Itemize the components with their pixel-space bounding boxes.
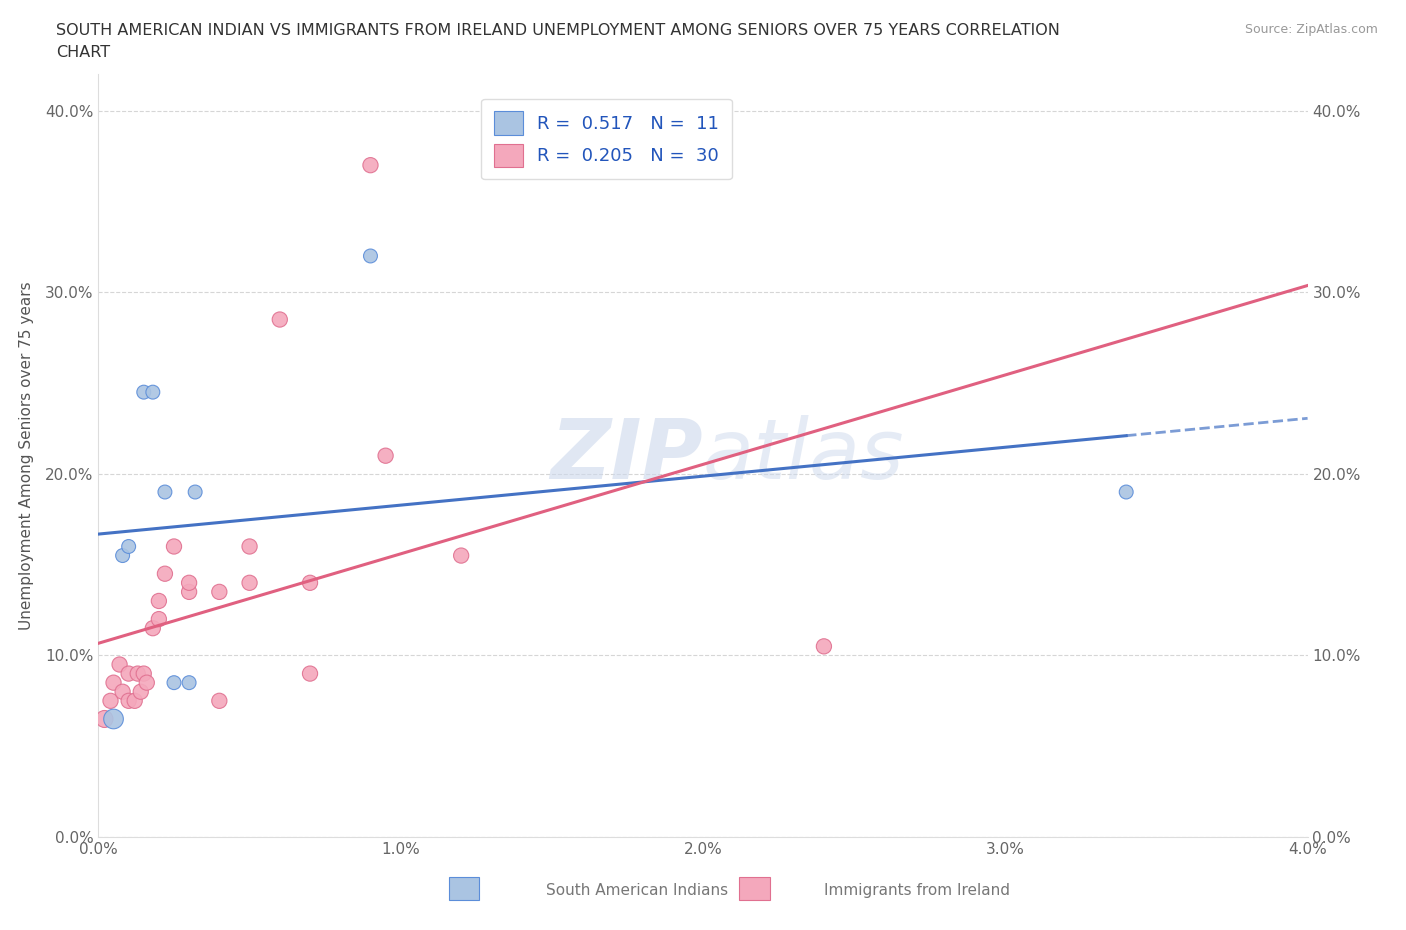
Point — [179, 675, 201, 690]
Point — [148, 612, 170, 627]
Point — [208, 584, 231, 599]
Point — [118, 539, 141, 554]
Legend: R =  0.517   N =  11, R =  0.205   N =  30: R = 0.517 N = 11, R = 0.205 N = 30 — [481, 99, 731, 179]
Point — [239, 576, 262, 591]
Point — [118, 694, 141, 709]
Point — [163, 675, 186, 690]
Point — [813, 639, 835, 654]
Point — [208, 694, 231, 709]
Point — [135, 675, 157, 690]
Point — [103, 711, 125, 726]
Text: SOUTH AMERICAN INDIAN VS IMMIGRANTS FROM IRELAND UNEMPLOYMENT AMONG SENIORS OVER: SOUTH AMERICAN INDIAN VS IMMIGRANTS FROM… — [56, 23, 1060, 38]
Point — [124, 694, 146, 709]
FancyBboxPatch shape — [740, 877, 769, 899]
Point — [153, 485, 176, 499]
Point — [108, 658, 131, 672]
Point — [269, 312, 291, 327]
Point — [132, 666, 155, 681]
Point — [142, 385, 165, 400]
Point — [1115, 485, 1137, 499]
Point — [93, 711, 115, 726]
Point — [103, 675, 125, 690]
Point — [374, 448, 396, 463]
Point — [132, 385, 155, 400]
Point — [184, 485, 207, 499]
Point — [179, 576, 201, 591]
Point — [127, 666, 149, 681]
Point — [360, 248, 382, 263]
Point — [360, 158, 382, 173]
Text: ZIP: ZIP — [550, 415, 703, 497]
Point — [153, 566, 176, 581]
Point — [129, 684, 152, 699]
Point — [450, 548, 472, 563]
Point — [163, 539, 186, 554]
Y-axis label: Unemployment Among Seniors over 75 years: Unemployment Among Seniors over 75 years — [18, 282, 34, 630]
Text: Source: ZipAtlas.com: Source: ZipAtlas.com — [1244, 23, 1378, 36]
Text: South American Indians: South American Indians — [546, 883, 728, 897]
Text: Immigrants from Ireland: Immigrants from Ireland — [824, 883, 1010, 897]
Point — [142, 620, 165, 635]
Point — [100, 694, 122, 709]
Point — [148, 593, 170, 608]
Point — [111, 684, 134, 699]
Point — [179, 584, 201, 599]
Text: CHART: CHART — [56, 45, 110, 60]
Point — [118, 666, 141, 681]
Text: atlas: atlas — [703, 415, 904, 497]
Point — [299, 666, 322, 681]
Point — [111, 548, 134, 563]
Point — [239, 539, 262, 554]
Point — [299, 576, 322, 591]
FancyBboxPatch shape — [449, 877, 479, 899]
